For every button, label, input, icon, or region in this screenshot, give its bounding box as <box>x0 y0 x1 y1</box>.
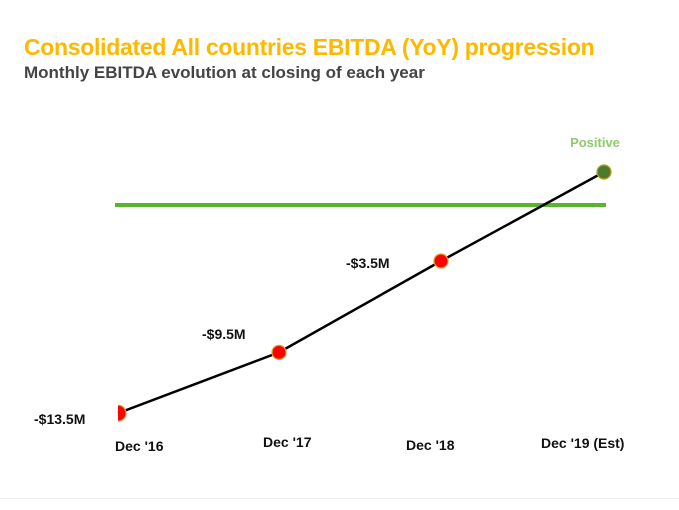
data-point-2 <box>271 344 287 360</box>
chart-subtitle: Monthly EBITDA evolution at closing of e… <box>24 63 425 82</box>
data-point-3 <box>433 253 449 269</box>
data-point-1 <box>118 404 127 422</box>
data-point-4 <box>596 164 612 180</box>
x-tick-label-1: Dec '16 <box>115 438 164 454</box>
data-label-3: -$3.5M <box>346 255 390 271</box>
chart-title: Consolidated All countries EBITDA (YoY) … <box>24 34 595 60</box>
data-label-4: Positive <box>570 135 620 150</box>
data-label-2: -$9.5M <box>202 326 246 342</box>
footer-divider <box>0 498 679 499</box>
x-tick-label-3: Dec '18 <box>406 437 455 453</box>
x-tick-label-4: Dec '19 (Est) <box>541 435 624 451</box>
ebitda-series-line <box>117 170 605 415</box>
x-tick-label-2: Dec '17 <box>263 434 312 450</box>
data-label-1: -$13.5M <box>34 411 85 427</box>
